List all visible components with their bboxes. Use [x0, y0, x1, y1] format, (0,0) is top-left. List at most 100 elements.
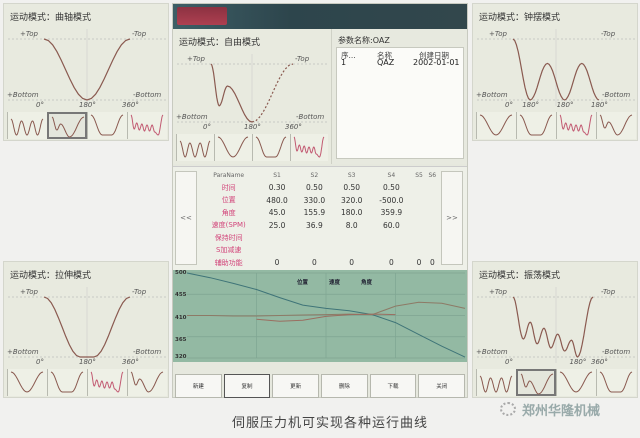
- param-value-cell[interactable]: [258, 244, 295, 257]
- param-value-cell[interactable]: 0: [429, 258, 435, 268]
- action-button[interactable]: 新建: [175, 374, 222, 398]
- param-value-cell[interactable]: 0: [416, 258, 422, 268]
- param-value-cell[interactable]: [412, 207, 425, 220]
- table-row: 保持时间: [199, 232, 439, 245]
- param-value-cell[interactable]: [370, 244, 412, 257]
- curve-thumbnail-wv[interactable]: [47, 112, 87, 139]
- curve-thumbnail-v[interactable]: [214, 134, 252, 161]
- param-value-cell[interactable]: [333, 244, 370, 257]
- param-value-cell[interactable]: 60.0: [383, 220, 400, 230]
- series-line-位置: [186, 272, 466, 358]
- curve-thumbnail-u[interactable]: [596, 369, 636, 396]
- param-value-cell[interactable]: [412, 244, 425, 257]
- param-value-cell[interactable]: 8.0: [345, 220, 358, 230]
- param-value-cell[interactable]: 25.0: [268, 220, 286, 230]
- param-value-cell[interactable]: [333, 232, 370, 245]
- curve-thumbnail-w[interactable]: [7, 112, 47, 139]
- label-top_left: +Top: [489, 30, 508, 38]
- degree-label: 180°: [556, 101, 574, 109]
- curve-thumbnail-v[interactable]: [7, 369, 47, 396]
- param-value-cell[interactable]: [426, 219, 439, 232]
- param-value-cell[interactable]: 359.9: [380, 208, 403, 218]
- param-value-cell[interactable]: [296, 244, 333, 257]
- curve-thumbnail-wv[interactable]: [127, 369, 167, 396]
- param-value-cell[interactable]: [258, 232, 295, 245]
- row-date: 2002-01-01: [413, 58, 460, 67]
- curve-thumbnail-w[interactable]: [176, 134, 214, 161]
- curve-thumbnail-wv[interactable]: [516, 369, 556, 396]
- param-value-cell[interactable]: [296, 232, 333, 245]
- thumbnail-curve: [255, 136, 287, 158]
- curve-thumbnail-u[interactable]: [516, 112, 556, 139]
- param-value-cell[interactable]: 155.9: [303, 208, 326, 218]
- action-button[interactable]: 关闭: [418, 374, 466, 398]
- curve-thumbnail-wv[interactable]: [596, 112, 636, 139]
- curve-thumbnail-v[interactable]: [556, 369, 596, 396]
- param-value-cell[interactable]: 0.50: [306, 183, 323, 193]
- param-value-cell[interactable]: 0: [274, 258, 280, 268]
- param-value-cell[interactable]: 0: [388, 258, 394, 268]
- curve-line: [251, 63, 294, 123]
- col-header-name[interactable]: 名称: [377, 51, 392, 60]
- action-button[interactable]: 删除: [321, 374, 368, 398]
- action-button[interactable]: 下载: [369, 374, 417, 398]
- table-row: 辅助功能 0 0 0 0 0 0: [199, 257, 439, 270]
- param-value-cell[interactable]: [370, 232, 412, 245]
- curve-thumbnail-u[interactable]: [87, 112, 127, 139]
- param-name: 角度: [221, 208, 236, 217]
- prev-page-button[interactable]: <<: [175, 171, 197, 265]
- series-line-角度: [256, 313, 396, 322]
- param-value-cell[interactable]: [412, 219, 425, 232]
- param-value-cell[interactable]: 0.30: [268, 183, 286, 193]
- curve-thumbnail-zig[interactable]: [87, 369, 127, 396]
- label-top_left: +Top: [20, 288, 39, 296]
- curve-thumbnail-v[interactable]: [476, 112, 516, 139]
- curve-line: [43, 38, 131, 101]
- param-value-cell[interactable]: [426, 244, 439, 257]
- degree-label: 180°: [591, 101, 608, 109]
- param-value-cell[interactable]: 0: [349, 258, 355, 268]
- curve-thumbnail-zig[interactable]: [127, 112, 167, 139]
- param-value-cell[interactable]: 45.0: [268, 208, 286, 218]
- param-name: 位置: [221, 196, 236, 205]
- thumbnail-curve: [599, 114, 633, 136]
- action-button[interactable]: 更新: [272, 374, 320, 398]
- param-value-cell[interactable]: [412, 182, 425, 195]
- curve-thumbnail-u[interactable]: [252, 134, 290, 161]
- col-header-index[interactable]: 序...: [341, 51, 356, 60]
- mode-panel-vibrate: 运动模式：振荡模式 +Top -Top +Bottom -Bottom 0° 180° 360…: [472, 261, 638, 398]
- param-value-cell[interactable]: 0.50: [383, 183, 400, 193]
- next-page-button[interactable]: >>: [441, 171, 463, 265]
- param-value-cell[interactable]: [426, 194, 439, 207]
- degree-label: 180°: [79, 101, 96, 109]
- param-value-cell[interactable]: 180.0: [340, 208, 363, 218]
- thumbnail-curve: [50, 371, 84, 393]
- param-value-cell[interactable]: [426, 207, 439, 220]
- degree-label: 180°: [79, 358, 96, 366]
- degree-label: 360°: [122, 358, 139, 366]
- watermark: 郑州华隆机械: [522, 404, 601, 419]
- action-button[interactable]: 复制: [223, 374, 271, 398]
- param-value-cell[interactable]: [426, 182, 439, 195]
- param-value-cell[interactable]: 330.0: [303, 195, 326, 205]
- param-value-cell[interactable]: 320.0: [340, 195, 363, 205]
- param-value-cell[interactable]: [426, 232, 439, 245]
- label-bottom_right: -Bottom: [296, 113, 325, 121]
- param-value-cell[interactable]: 480.0: [266, 195, 288, 205]
- curve-thumbnail-zig[interactable]: [290, 134, 328, 161]
- param-value-cell[interactable]: [412, 232, 425, 245]
- param-value-cell[interactable]: 0.50: [343, 183, 361, 193]
- curve-thumbnail-u[interactable]: [47, 369, 87, 396]
- param-value-cell[interactable]: -500.0: [379, 195, 404, 205]
- motion-curve: [8, 29, 166, 106]
- param-value-cell[interactable]: 36.9: [306, 220, 323, 230]
- degree-label: 180°: [522, 101, 540, 109]
- col-header-date[interactable]: 创建日期: [419, 51, 449, 60]
- param-value-cell[interactable]: 0: [311, 258, 317, 268]
- param-value-cell[interactable]: [412, 194, 425, 207]
- parameter-list[interactable]: 序... 名称 创建日期 1 QAZ 2002-01-01: [336, 47, 464, 159]
- curve-thumbnail-w[interactable]: [476, 369, 516, 396]
- curve-thumbnail-zig[interactable]: [556, 112, 596, 139]
- mode-title: 运动模式：自由模式: [179, 38, 261, 48]
- curve-line: [43, 296, 131, 358]
